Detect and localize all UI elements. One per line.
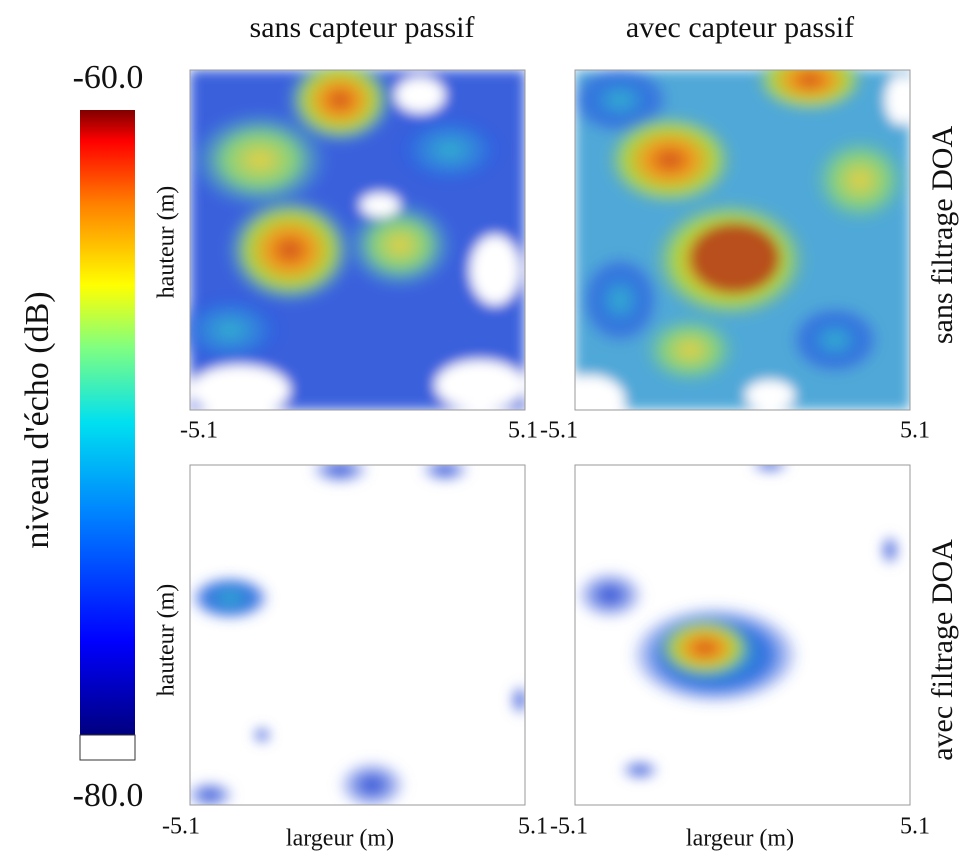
x-tick-label: -5.1 — [540, 418, 578, 444]
y-axis-label: hauteur (m) — [154, 584, 180, 697]
colorbar-label: niveau d'écho (dB) — [19, 291, 56, 548]
x-axis-label: largeur (m) — [686, 826, 794, 852]
x-tick-label: -5.1 — [162, 814, 200, 840]
column-title: sans capteur passif — [250, 11, 475, 44]
x-tick-label: -5.1 — [550, 814, 588, 840]
x-tick-label: 5.1 — [900, 814, 930, 840]
panel-frame — [189, 69, 526, 411]
x-tick-label: 5.1 — [900, 418, 930, 444]
row-title: sans filtrage DOA — [926, 126, 959, 345]
x-tick-label: 5.1 — [518, 814, 548, 840]
heatmap — [190, 465, 525, 805]
heatmap — [575, 465, 900, 780]
panel-frame — [574, 464, 911, 806]
colorbar-max: -60.0 — [73, 59, 144, 96]
x-tick-label: 5.1 — [508, 418, 538, 444]
colorbar — [80, 110, 135, 735]
x-tick-label: -5.1 — [180, 418, 218, 444]
colorbar-min: -80.0 — [73, 777, 144, 814]
colorbar-empty — [79, 734, 136, 761]
x-axis-label: largeur (m) — [286, 826, 394, 852]
y-axis-label: hauteur (m) — [154, 186, 180, 299]
heatmap — [190, 70, 525, 410]
panel-frame — [574, 69, 911, 411]
row-title: avec filtrage DOA — [926, 539, 959, 761]
heatmap — [575, 70, 910, 410]
column-title: avec capteur passif — [626, 11, 854, 44]
panel-frame — [189, 464, 526, 806]
